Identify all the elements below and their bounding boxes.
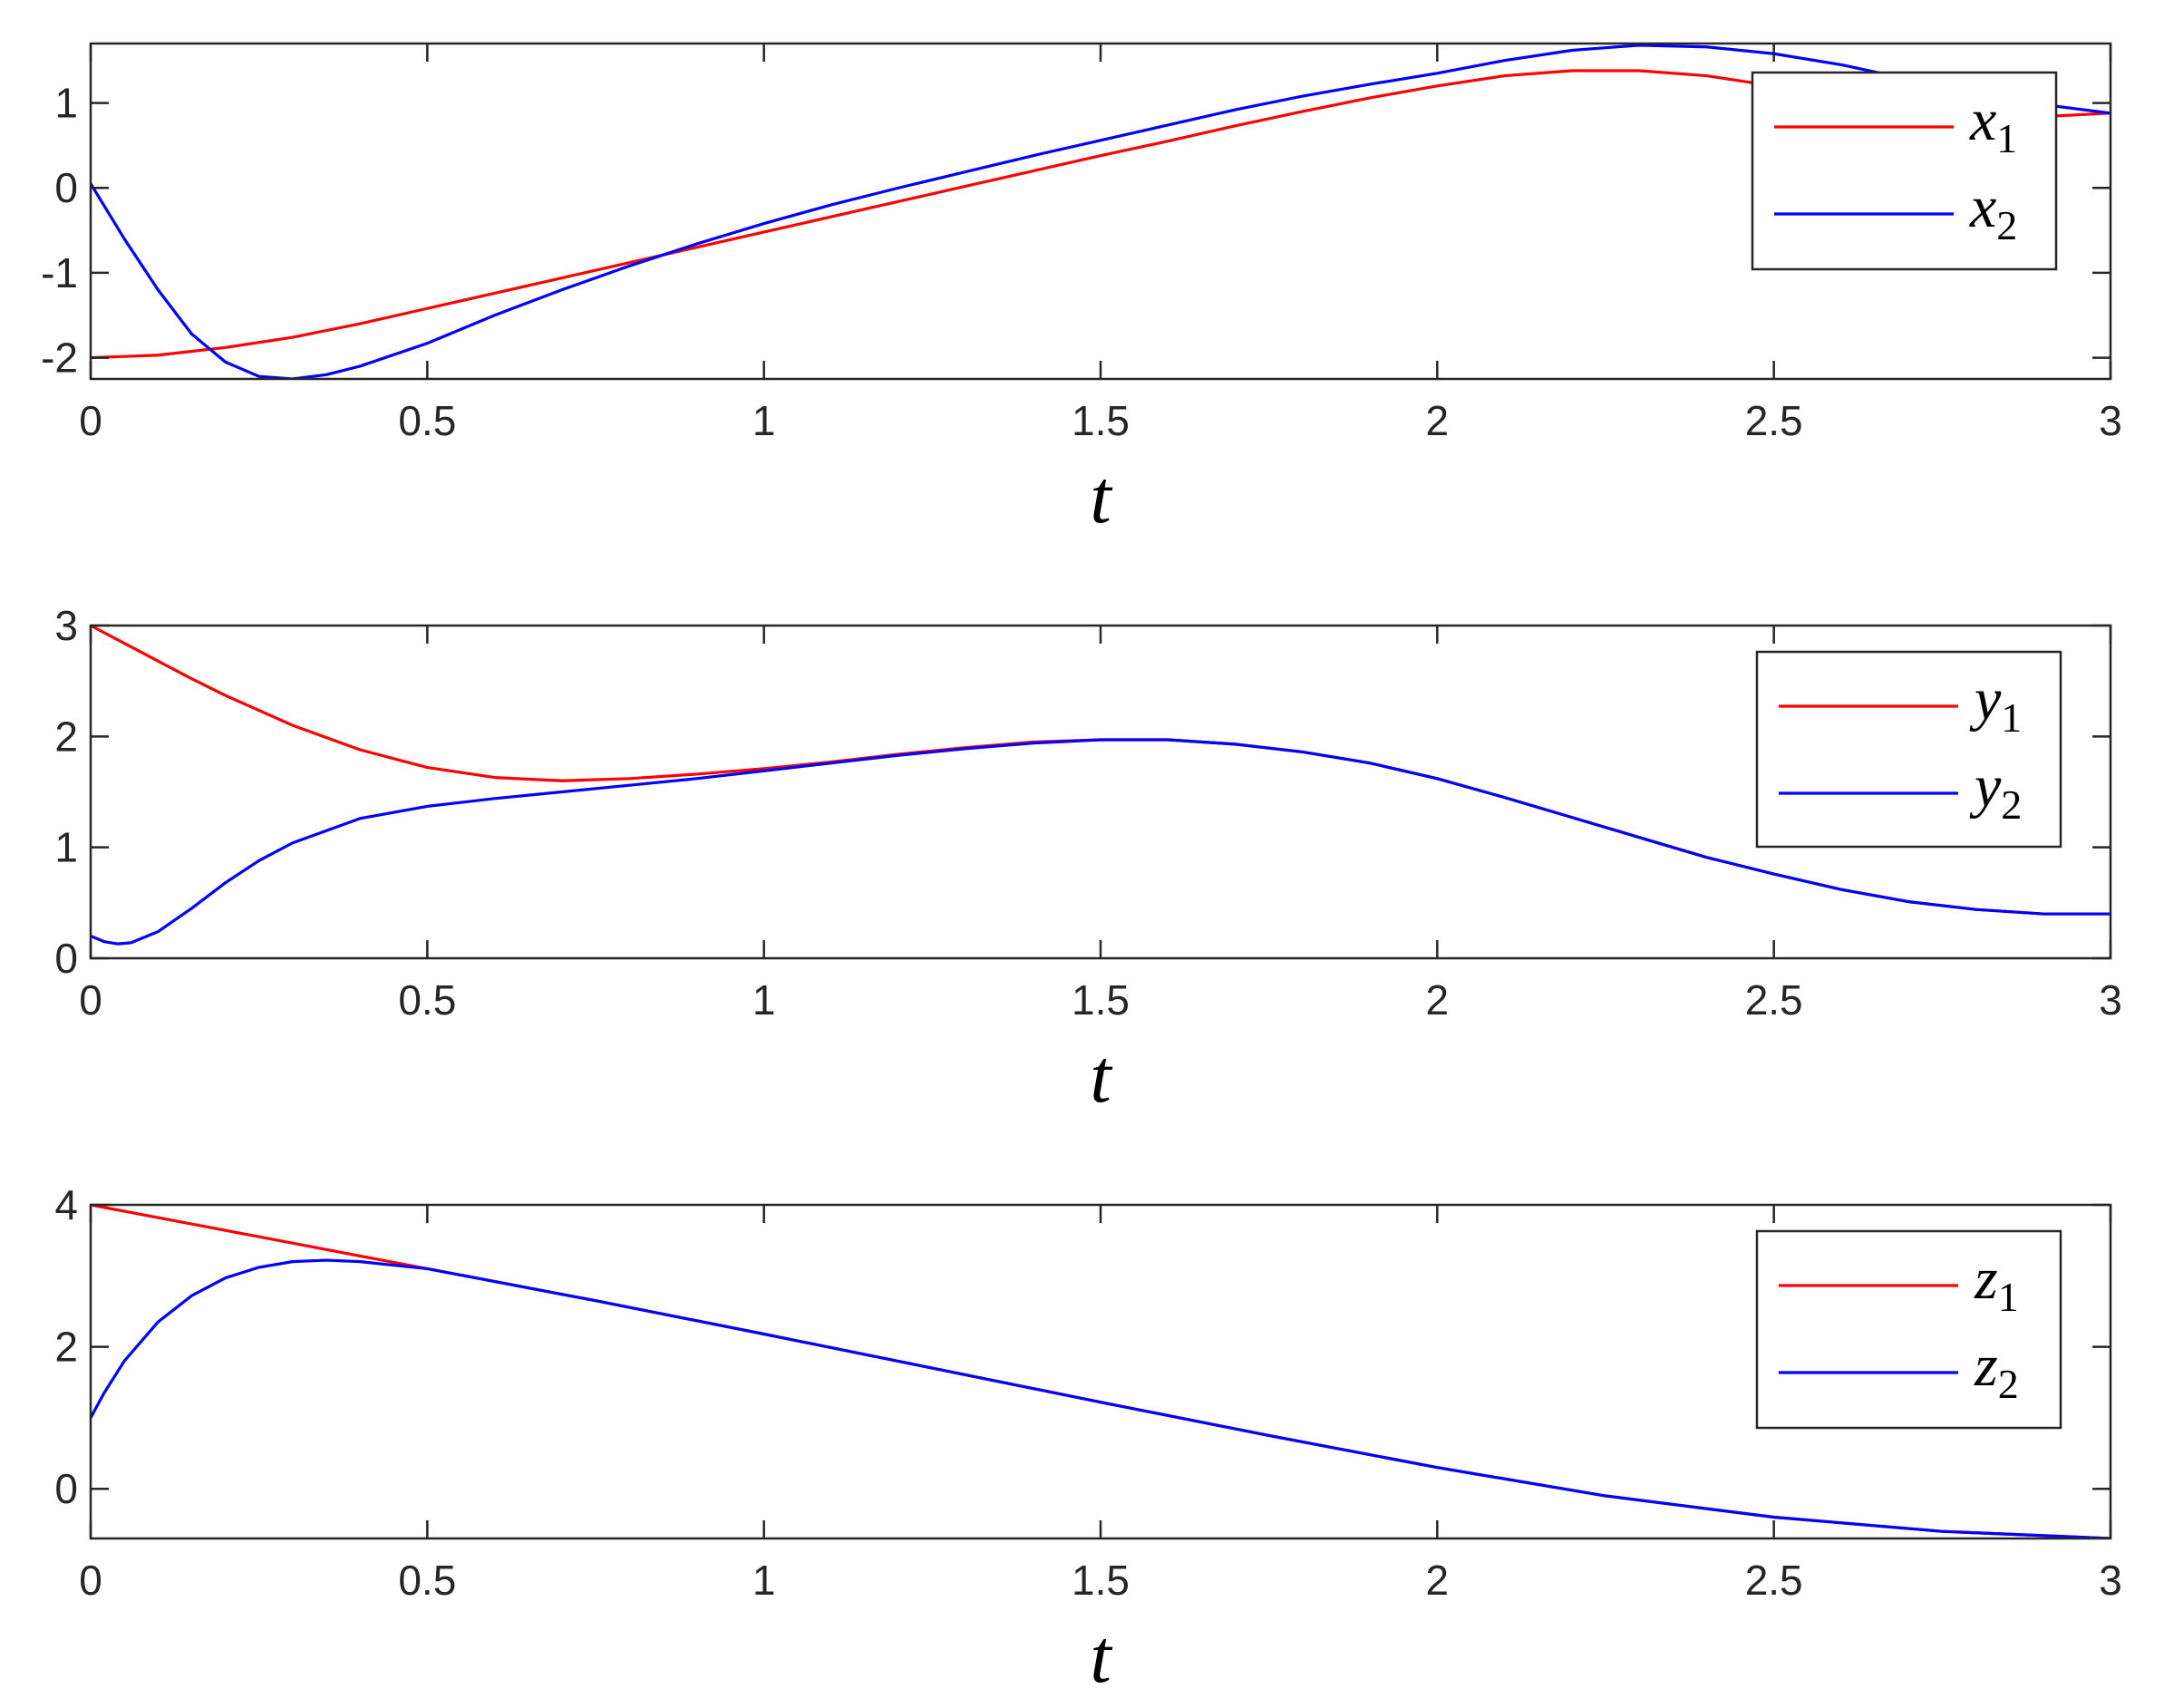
x-axis-label: t [1090,1034,1113,1119]
x-tick-label: 0.5 [398,1557,456,1604]
y-tick-label: 1 [54,824,78,871]
legend-label-subscript: 1 [1996,115,2017,161]
x-tick-label: 0.5 [398,976,456,1024]
x-tick-label: 2.5 [1745,1557,1803,1604]
legend-box [1755,650,2062,849]
legend-label-subscript: 1 [2001,694,2022,741]
x-tick-label: 2 [1426,1557,1450,1604]
y-tick-label: 4 [54,1181,78,1228]
x-tick-label: 1 [752,976,776,1024]
legend-box [1755,1229,2062,1430]
x-tick-label: 2 [1426,397,1450,444]
y-tick-label: 2 [54,713,78,760]
legend-label-subscript: 2 [1996,202,2017,248]
legend-label-x2: x2 [1969,174,2017,248]
x-tick-label: 3 [2099,1557,2122,1604]
x-tick-label: 1.5 [1072,1557,1130,1604]
x-tick-label: 0.5 [398,397,456,444]
x-tick-label: 3 [2099,976,2122,1024]
x-tick-label: 1.5 [1072,976,1130,1024]
legend-label-base: z [1974,1333,1998,1399]
legend-label-base: x [1969,87,1996,153]
x-tick-label: 2.5 [1745,397,1803,444]
x-tick-label: 1 [752,397,776,444]
y-tick-label: 0 [54,935,78,982]
legend-label-base: y [1969,666,2002,733]
y-tick-label: 1 [54,80,78,127]
legend-label-subscript: 1 [1998,1274,2019,1320]
y-tick-label: 0 [54,164,78,211]
x-tick-label: 0 [79,397,102,444]
legend-label-x1: x1 [1969,87,2017,161]
legend-label-z1: z1 [1974,1246,2019,1320]
legend-label-y2: y2 [1969,753,2022,828]
x-axis-label: t [1090,1615,1113,1699]
x-tick-label: 2 [1426,976,1450,1024]
x-tick-label: 3 [2099,397,2122,444]
legend-label-base: z [1974,1246,1998,1312]
x-tick-label: 0 [79,1557,102,1604]
y-tick-label: 2 [54,1324,78,1371]
x-tick-label: 1.5 [1072,397,1130,444]
legend-label-y1: y1 [1969,666,2022,741]
series-line-y2 [91,738,2111,946]
legend-label-base: y [1969,753,2002,820]
series-line-z2 [91,1258,2111,1538]
legend-label-z2: z2 [1974,1333,2019,1407]
y-tick-label: 3 [54,602,78,649]
y-tick-label: 0 [54,1465,78,1512]
legend-label-base: x [1969,174,1996,240]
x-tick-label: 0 [79,976,102,1024]
x-axis-label: t [1090,455,1113,539]
legend-label-subscript: 2 [1998,1361,2019,1407]
y-tick-label: -2 [41,335,78,382]
legend-label-subscript: 2 [2001,781,2022,828]
legend-box [1751,71,2058,271]
x-tick-label: 2.5 [1745,976,1803,1024]
x-tick-label: 1 [752,1557,776,1604]
y-tick-label: -1 [41,249,78,296]
